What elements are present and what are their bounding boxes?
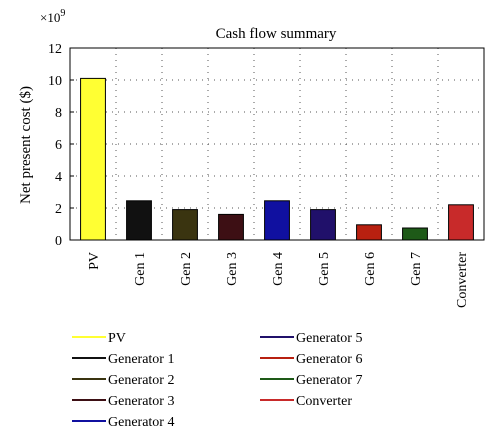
x-tick-label: Gen 6 bbox=[363, 252, 378, 286]
legend-label: Generator 6 bbox=[296, 352, 362, 367]
bar-pv bbox=[80, 77, 106, 241]
legend-item: Converter bbox=[260, 394, 352, 409]
plot-area bbox=[69, 47, 485, 241]
y-tick-label: 12 bbox=[48, 42, 62, 57]
bar-gen-6 bbox=[356, 224, 382, 241]
legend-label: Generator 2 bbox=[108, 373, 174, 388]
legend-label: Converter bbox=[296, 394, 352, 409]
bar-gen-5 bbox=[310, 209, 336, 241]
y-tick-label: 6 bbox=[55, 138, 62, 153]
bar-gen-1 bbox=[126, 200, 152, 241]
y-multiplier-base: ×10 bbox=[40, 10, 60, 25]
legend-item: Generator 5 bbox=[260, 331, 362, 346]
legend-label: Generator 4 bbox=[108, 415, 174, 430]
x-tick-label: Gen 3 bbox=[225, 252, 240, 286]
y-tick-label: 2 bbox=[55, 202, 62, 217]
y-axis-ticks: 0 2 4 6 8 10 12 bbox=[48, 42, 74, 249]
bar-converter bbox=[448, 204, 474, 241]
x-tick-label: PV bbox=[87, 252, 102, 270]
legend-label: PV bbox=[108, 331, 126, 346]
y-multiplier: ×109 bbox=[40, 8, 65, 25]
legend-item: Generator 6 bbox=[260, 352, 362, 367]
x-tick-label: Gen 1 bbox=[133, 252, 148, 286]
x-tick-label: Converter bbox=[455, 252, 470, 308]
legend-item: Generator 2 bbox=[72, 373, 174, 388]
svg-text:×109: ×109 bbox=[40, 8, 65, 25]
legend-item: Generator 7 bbox=[260, 373, 362, 388]
x-tick-label: Gen 2 bbox=[179, 252, 194, 286]
legend: PV Generator 1 Generator 2 Generator 3 Gener… bbox=[72, 331, 362, 430]
y-axis-label: Net present cost ($) bbox=[18, 86, 34, 204]
legend-item: Generator 4 bbox=[72, 415, 174, 430]
x-axis-categories: PV Gen 1 Gen 2 Gen 3 Gen 4 Gen 5 Gen 6 Gen 7 Con… bbox=[87, 252, 470, 308]
x-tick-label: Gen 7 bbox=[409, 252, 424, 286]
legend-item: Generator 1 bbox=[72, 352, 174, 367]
y-tick-label: 8 bbox=[55, 106, 62, 121]
legend-label: Generator 3 bbox=[108, 394, 174, 409]
bar-gen-7 bbox=[402, 227, 428, 241]
legend-label: Generator 7 bbox=[296, 373, 362, 388]
bar-gen-2 bbox=[172, 209, 198, 241]
legend-label: Generator 1 bbox=[108, 352, 174, 367]
chart-title: Cash flow summary bbox=[216, 26, 337, 42]
y-tick-label: 0 bbox=[55, 234, 62, 249]
x-tick-label: Gen 4 bbox=[271, 252, 286, 286]
y-tick-label: 10 bbox=[48, 74, 62, 89]
x-tick-label: Gen 5 bbox=[317, 252, 332, 286]
legend-item: Generator 3 bbox=[72, 394, 174, 409]
y-tick-label: 4 bbox=[55, 170, 62, 185]
legend-item: PV bbox=[72, 331, 126, 346]
legend-label: Generator 5 bbox=[296, 331, 362, 346]
bar-gen-3 bbox=[218, 213, 244, 241]
bar-gen-4 bbox=[264, 200, 290, 241]
y-multiplier-exponent: 9 bbox=[60, 8, 65, 19]
